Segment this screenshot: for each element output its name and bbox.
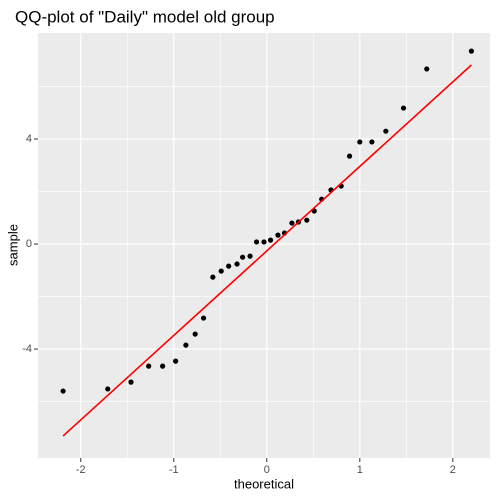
point bbox=[346, 153, 353, 159]
y-tick-label: 4 bbox=[26, 133, 32, 145]
point bbox=[400, 105, 407, 111]
panel bbox=[38, 33, 490, 458]
point bbox=[105, 386, 111, 392]
y-tick-label: 0 bbox=[26, 238, 32, 250]
point bbox=[160, 363, 166, 369]
x-tick-label: 2 bbox=[450, 464, 456, 476]
point bbox=[218, 268, 224, 274]
point bbox=[383, 128, 389, 134]
point bbox=[183, 342, 189, 348]
point bbox=[128, 379, 134, 385]
x-tick-label: -1 bbox=[169, 464, 179, 476]
point bbox=[289, 220, 295, 226]
point bbox=[357, 139, 363, 145]
point bbox=[192, 331, 198, 337]
x-tick-label: -2 bbox=[76, 464, 86, 476]
y-axis-title: sample bbox=[5, 224, 20, 266]
point bbox=[240, 254, 246, 260]
marks bbox=[60, 48, 474, 437]
y-tick-label: -4 bbox=[22, 343, 32, 355]
point bbox=[226, 263, 232, 269]
x-tick-label: 1 bbox=[357, 464, 363, 476]
point bbox=[234, 261, 240, 267]
point bbox=[424, 66, 430, 72]
point bbox=[247, 253, 253, 259]
point bbox=[261, 239, 267, 245]
point bbox=[210, 274, 216, 280]
x-axis-title: theoretical bbox=[234, 476, 294, 491]
reference-line bbox=[62, 64, 472, 437]
point bbox=[267, 237, 274, 243]
point bbox=[60, 388, 66, 394]
x-tick-label: 0 bbox=[264, 464, 270, 476]
point bbox=[200, 315, 207, 321]
point bbox=[369, 139, 375, 145]
chart-title: QQ-plot of "Daily" model old group bbox=[15, 7, 275, 26]
point bbox=[146, 363, 152, 369]
point bbox=[468, 48, 474, 54]
point bbox=[173, 358, 179, 364]
point bbox=[253, 239, 260, 245]
point bbox=[275, 232, 281, 238]
point bbox=[304, 217, 310, 223]
